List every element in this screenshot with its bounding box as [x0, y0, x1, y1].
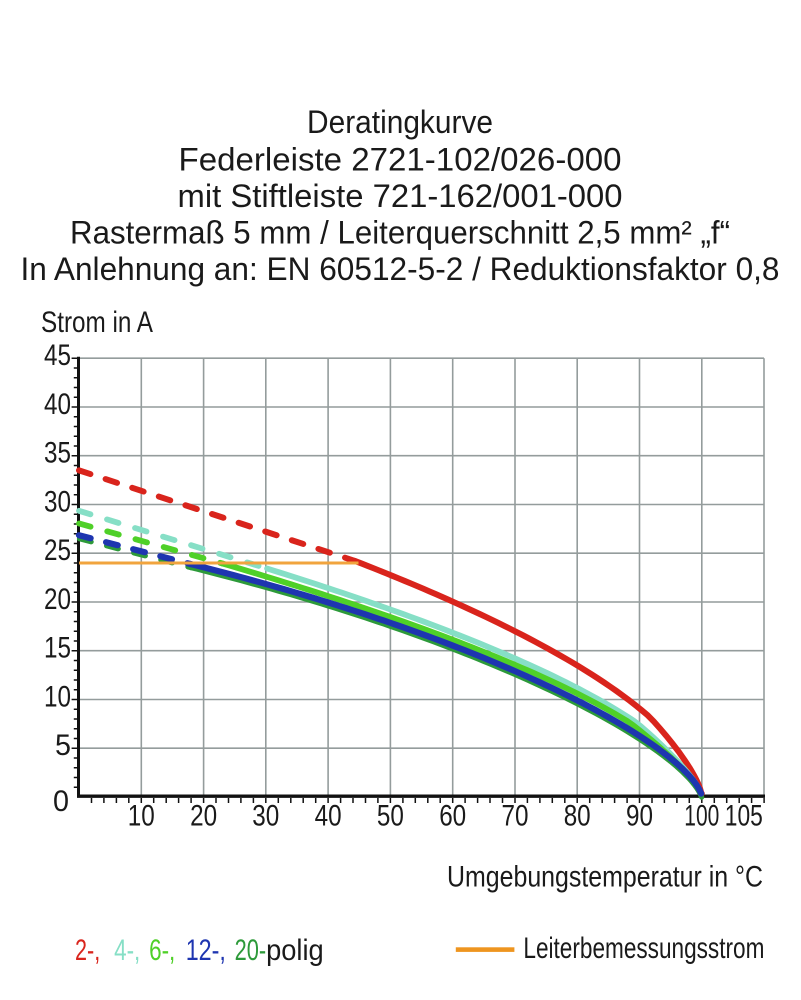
svg-text:15: 15 [44, 632, 71, 665]
svg-text:35: 35 [44, 437, 71, 470]
svg-text:10: 10 [128, 799, 155, 832]
svg-text:12-,: 12-, [186, 934, 226, 967]
svg-text:Federleiste 2721-102/026-000: Federleiste 2721-102/026-000 [179, 142, 622, 178]
svg-text:60: 60 [439, 799, 466, 832]
svg-text:30: 30 [44, 485, 71, 518]
svg-text:In Anlehnung an: EN 60512-5-2: In Anlehnung an: EN 60512-5-2 / Reduktio… [21, 251, 780, 287]
svg-text:6-,: 6-, [149, 934, 175, 967]
svg-text:5: 5 [55, 729, 71, 762]
svg-text:mit Stiftleiste 721-162/001-00: mit Stiftleiste 721-162/001-000 [178, 178, 623, 214]
svg-text:50: 50 [377, 799, 404, 832]
svg-text:25: 25 [44, 534, 71, 567]
svg-text:105: 105 [725, 799, 763, 832]
svg-text:polig: polig [266, 934, 324, 967]
svg-text:Strom in A: Strom in A [41, 306, 153, 339]
svg-text:4-,: 4-, [114, 934, 140, 967]
svg-text:40: 40 [44, 388, 71, 421]
svg-text:20: 20 [190, 799, 217, 832]
svg-text:10: 10 [44, 680, 71, 713]
svg-text:40: 40 [315, 799, 342, 832]
svg-text:80: 80 [564, 799, 591, 832]
svg-text:70: 70 [502, 799, 529, 832]
svg-text:Deratingkurve: Deratingkurve [307, 104, 493, 140]
svg-text:30: 30 [252, 799, 279, 832]
svg-text:0: 0 [53, 785, 69, 818]
svg-text:Leiterbemessungsstrom: Leiterbemessungsstrom [523, 932, 764, 965]
svg-text:20-: 20- [235, 934, 267, 967]
svg-text:45: 45 [44, 339, 71, 372]
svg-text:100: 100 [684, 799, 719, 832]
svg-text:90: 90 [626, 799, 653, 832]
svg-text:Rastermaß 5 mm / Leiterquersch: Rastermaß 5 mm / Leiterquerschnitt 2,5 m… [70, 215, 730, 251]
svg-text:2-,: 2-, [75, 934, 100, 967]
svg-text:20: 20 [44, 583, 71, 616]
svg-text:Umgebungstemperatur in °C: Umgebungstemperatur in °C [447, 861, 763, 894]
